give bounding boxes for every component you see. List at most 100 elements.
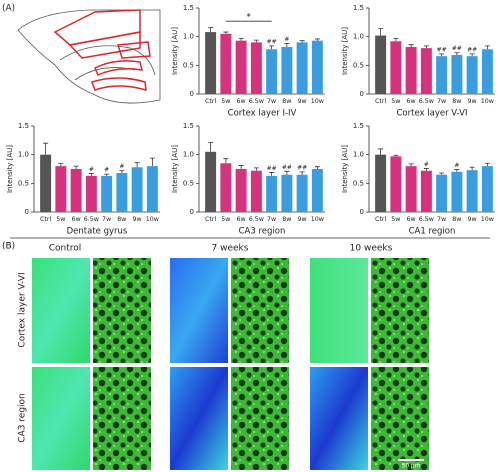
y-tick-label: 0 [25, 208, 29, 216]
significance-marker: # [454, 162, 459, 169]
x-tick-label: 10w [481, 216, 494, 223]
bar [250, 42, 262, 94]
error-bar [484, 45, 490, 50]
bar [235, 169, 247, 212]
x-tick-label: 10w [481, 98, 494, 105]
y-tick-label: 1.5 [353, 122, 364, 130]
error-bar [238, 37, 244, 41]
error-bar [378, 28, 384, 36]
x-tick-label: 7w [437, 216, 446, 223]
x-tick-label: 6.5w [249, 98, 264, 105]
error-bar [314, 166, 320, 169]
x-tick-label: 6.5w [84, 216, 99, 223]
significance-marker: ## [467, 46, 477, 53]
x-tick-label: 8w [452, 98, 461, 105]
significance-marker: # [89, 166, 94, 173]
x-tick-label: 7w [102, 216, 111, 223]
x-tick-label: Ctrl [375, 216, 386, 223]
error-bar [88, 173, 94, 176]
x-tick-label: 7w [267, 216, 276, 223]
significance-marker: ## [297, 164, 307, 171]
error-bar [73, 165, 79, 169]
significance-marker: # [424, 161, 429, 168]
bar [405, 166, 417, 212]
bar [131, 167, 143, 212]
bar [116, 173, 128, 212]
scale-bar-label: 50 µm [401, 463, 420, 470]
bar [390, 41, 402, 94]
error-bar [58, 162, 64, 167]
error-bar [269, 172, 275, 176]
x-tick-label: Ctrl [205, 98, 216, 105]
x-tick-label: 5w [221, 216, 230, 223]
significance-marker: # [284, 36, 289, 43]
x-tick-label: 6w [407, 98, 416, 105]
x-tick-label: 8w [282, 98, 291, 105]
bar [70, 169, 82, 212]
error-bar [393, 154, 399, 157]
chart-title: Cortex layer V-VI [396, 109, 467, 119]
error-bar [284, 43, 290, 47]
error-bar [469, 53, 475, 57]
x-tick-label: 6.5w [419, 98, 434, 105]
bar [390, 156, 402, 212]
x-tick-label: 6w [237, 98, 246, 105]
significance-marker: ## [452, 45, 462, 52]
error-bar [238, 165, 244, 169]
x-tick-label: 8w [282, 216, 291, 223]
y-tick-label: 0 [360, 208, 364, 216]
x-tick-label: 7w [437, 98, 446, 105]
bar [481, 49, 493, 94]
x-tick-label: 9w [133, 216, 142, 223]
bar [420, 48, 432, 94]
x-tick-label: 6.5w [419, 216, 434, 223]
bar [311, 169, 323, 212]
significance-label: * [247, 13, 251, 23]
bar [451, 55, 463, 94]
y-tick-label: 1.0 [183, 151, 194, 159]
x-tick-label: 5w [56, 216, 65, 223]
y-tick-label: 0 [190, 208, 194, 216]
x-tick-label: 7w [267, 98, 276, 105]
chart-title: CA1 region [409, 227, 456, 237]
y-tick-label: 1.5 [353, 4, 364, 12]
chart-title: Dentate gyrus [67, 227, 128, 237]
x-tick-label: 8w [117, 216, 126, 223]
error-bar [208, 27, 214, 33]
significance-marker: ## [437, 46, 447, 53]
y-tick-label: 1.5 [183, 4, 194, 12]
significance-marker: ## [267, 38, 277, 45]
y-tick-label: 0.5 [353, 61, 364, 69]
panel-label: (A) [2, 4, 15, 14]
bar [436, 174, 448, 212]
bar [281, 46, 293, 94]
x-tick-label: 9w [468, 98, 477, 105]
y-tick-label: 0.5 [183, 61, 194, 69]
panel-label: (B) [2, 242, 15, 252]
y-axis-label: Intensity [AU] [341, 145, 349, 193]
bar [266, 49, 278, 94]
significance-marker: ## [267, 165, 277, 172]
error-bar [469, 166, 475, 171]
bar [220, 163, 232, 212]
significance-marker: # [119, 163, 124, 170]
column-label: 10 weeks [350, 244, 393, 254]
error-bar [454, 169, 460, 172]
error-bar [393, 37, 399, 42]
x-tick-label: 10w [146, 216, 159, 223]
y-tick-label: 1.0 [353, 33, 364, 41]
x-tick-label: 6w [72, 216, 81, 223]
x-tick-label: 9w [298, 98, 307, 105]
x-tick-label: Ctrl [40, 216, 51, 223]
y-axis-label: Intensity [AU] [171, 145, 179, 193]
error-bar [439, 172, 445, 175]
bar [420, 170, 432, 212]
bar [220, 33, 232, 94]
y-tick-label: 0.5 [353, 179, 364, 187]
error-bar [119, 170, 125, 174]
y-tick-label: 0.5 [18, 179, 29, 187]
bar [250, 170, 262, 212]
bar [296, 42, 308, 94]
error-bar [454, 52, 460, 56]
x-tick-label: 6.5w [249, 216, 264, 223]
